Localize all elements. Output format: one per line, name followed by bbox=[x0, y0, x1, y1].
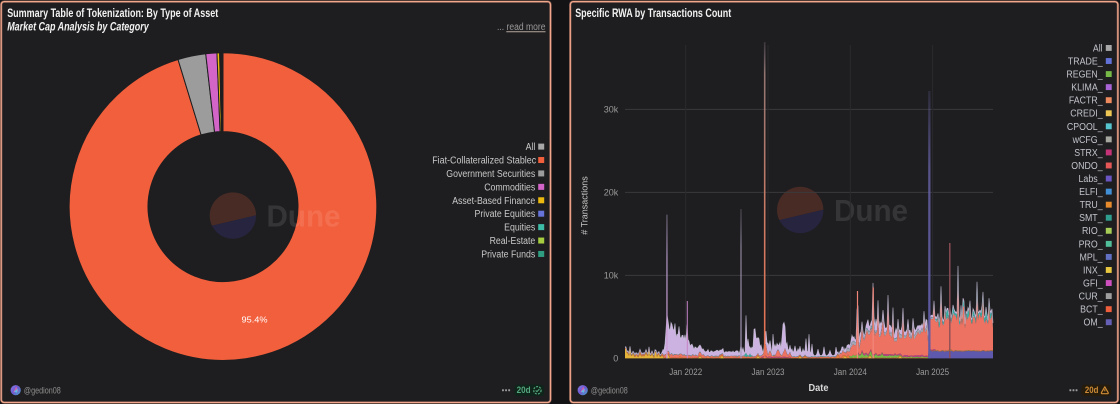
svg-text:# Transactions: # Transactions bbox=[580, 176, 590, 235]
svg-text:... read more: ... read more bbox=[497, 22, 546, 33]
svg-text:RIO_: RIO_ bbox=[1082, 226, 1103, 237]
svg-text:Government Securities: Government Securities bbox=[446, 169, 535, 180]
svg-text:20k: 20k bbox=[604, 188, 619, 198]
svg-text:Private Funds: Private Funds bbox=[481, 249, 535, 260]
svg-text:All: All bbox=[1093, 43, 1103, 54]
svg-text:Jan 2025: Jan 2025 bbox=[916, 367, 949, 378]
svg-text:Dune: Dune bbox=[267, 199, 341, 234]
svg-text:Jan 2024: Jan 2024 bbox=[834, 367, 867, 378]
svg-text:CPOOL_: CPOOL_ bbox=[1067, 122, 1103, 133]
svg-text:INX_: INX_ bbox=[1083, 265, 1103, 276]
svg-text:STRX_: STRX_ bbox=[1074, 148, 1103, 159]
svg-text:SMT_: SMT_ bbox=[1079, 213, 1103, 224]
svg-text:10k: 10k bbox=[604, 271, 619, 281]
svg-text:wCFG_: wCFG_ bbox=[1072, 135, 1103, 146]
svg-text:CUR_: CUR_ bbox=[1079, 292, 1103, 303]
svg-text:Real-Estate: Real-Estate bbox=[490, 236, 536, 247]
svg-text:Dune: Dune bbox=[834, 193, 908, 228]
svg-text:ONDO_: ONDO_ bbox=[1071, 161, 1103, 172]
svg-text:30k: 30k bbox=[604, 105, 619, 115]
svg-text:ELFI_: ELFI_ bbox=[1079, 187, 1103, 198]
svg-text:@gedion08: @gedion08 bbox=[24, 386, 61, 397]
svg-text:@gedion08: @gedion08 bbox=[591, 386, 628, 397]
svg-text:Market Cap Analysis by Categor: Market Cap Analysis by Category bbox=[7, 22, 149, 34]
svg-text:Date: Date bbox=[809, 383, 829, 394]
svg-text:Specific RWA by Transactions C: Specific RWA by Transactions Count bbox=[575, 8, 731, 20]
svg-text:FACTR_: FACTR_ bbox=[1069, 96, 1103, 107]
svg-text:TRU_: TRU_ bbox=[1080, 200, 1103, 211]
svg-text:20d: 20d bbox=[517, 385, 531, 396]
svg-text:Asset-Based Finance: Asset-Based Finance bbox=[452, 196, 535, 207]
svg-text:Jan 2022: Jan 2022 bbox=[669, 367, 702, 378]
svg-text:Jan 2023: Jan 2023 bbox=[752, 367, 785, 378]
svg-text:CREDI_: CREDI_ bbox=[1070, 109, 1103, 120]
svg-text:Labs_: Labs_ bbox=[1079, 174, 1103, 185]
svg-text:Private Equities: Private Equities bbox=[475, 209, 536, 220]
svg-text:BCT_: BCT_ bbox=[1080, 305, 1103, 316]
svg-text:PRO_: PRO_ bbox=[1079, 239, 1103, 250]
svg-text:Commodities: Commodities bbox=[484, 182, 535, 193]
svg-text:OM_: OM_ bbox=[1084, 318, 1103, 329]
svg-text:20d: 20d bbox=[1085, 385, 1099, 396]
svg-text:MPL_: MPL_ bbox=[1080, 252, 1103, 263]
svg-text:All: All bbox=[526, 142, 536, 153]
svg-text:Fiat-Collateralized Stablec: Fiat-Collateralized Stablec bbox=[432, 156, 536, 167]
svg-text:95.4%: 95.4% bbox=[242, 315, 268, 324]
svg-text:KLIMA_: KLIMA_ bbox=[1071, 83, 1103, 94]
svg-text:Equities: Equities bbox=[504, 223, 535, 234]
svg-text:Summary Table of Tokenization:: Summary Table of Tokenization: By Type o… bbox=[7, 8, 218, 20]
svg-text:0: 0 bbox=[613, 354, 618, 364]
svg-text:REGEN_: REGEN_ bbox=[1066, 70, 1103, 81]
svg-text:TRADE_: TRADE_ bbox=[1068, 56, 1103, 67]
svg-text:GFI_: GFI_ bbox=[1083, 278, 1103, 289]
